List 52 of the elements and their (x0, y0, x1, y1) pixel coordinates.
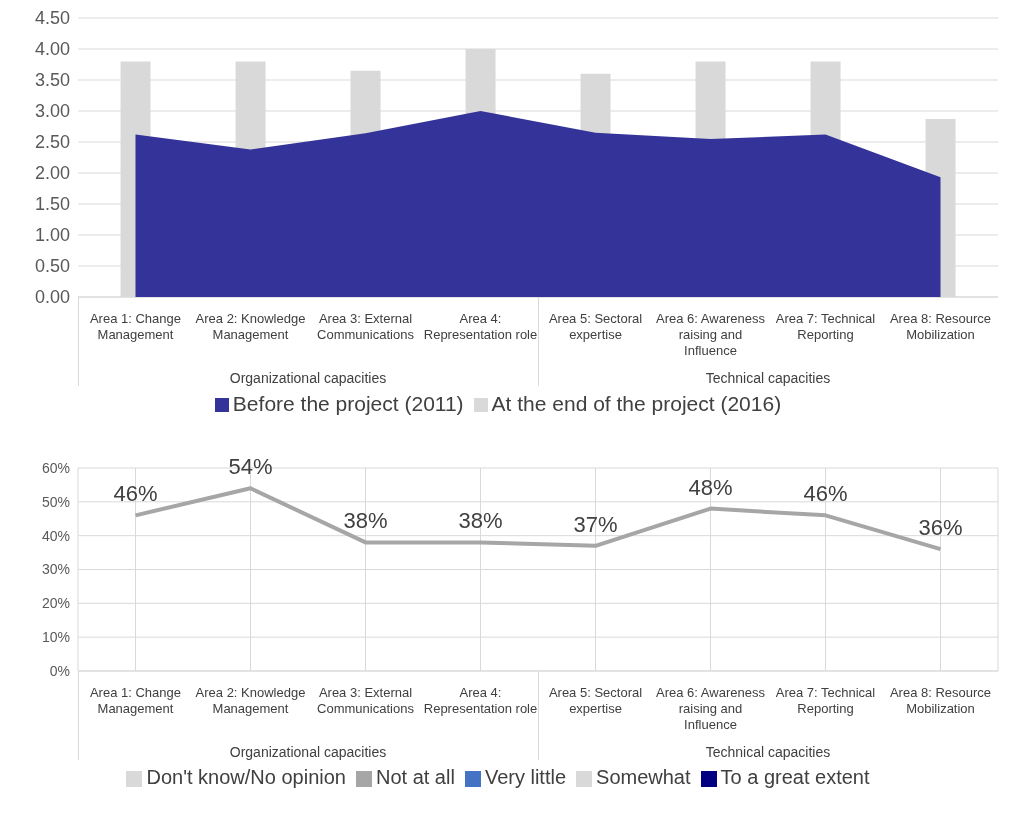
data-label: 54% (228, 454, 273, 480)
legend-label: To a great extent (720, 766, 870, 788)
y-tick-label: 0.00 (34, 287, 70, 308)
y-tick-label: 4.00 (34, 39, 70, 60)
legend-label: Very little (484, 766, 567, 788)
x-tick-label: Area 7: Technical Reporting (775, 684, 876, 716)
legend-label: Not at all (375, 766, 455, 788)
text: Technical capacities (704, 370, 832, 386)
y-tick-label: 3.00 (34, 101, 70, 122)
text: Organizational capacities (228, 370, 388, 386)
x-tick-label: Area 2: Knowledge Management (195, 310, 306, 342)
x-tick-label: Area 8: Resource Mobilization (889, 684, 992, 716)
y-tick-label: 40% (41, 527, 70, 544)
x-tick-label: Area 2: Knowledge Management (195, 684, 306, 716)
text: Organizational capacities (228, 744, 388, 760)
legend-label: Somewhat (596, 766, 691, 788)
data-label: 46% (803, 481, 848, 507)
y-tick-label: 20% (41, 595, 70, 612)
x-tick-label: Area 5: Sectoral expertise (548, 310, 643, 342)
x-tick-label: Area 1: Change Management (89, 684, 182, 716)
x-tick-label: Area 3: External Communications (317, 684, 415, 716)
y-tick-label: 50% (41, 493, 70, 510)
x-tick-label: Area 6: Awareness raising and Influence (656, 310, 766, 359)
data-label: 48% (688, 474, 733, 500)
data-label: 46% (113, 481, 158, 507)
x-tick-label: Area 4: Representation role (423, 310, 538, 342)
y-tick-label: 10% (41, 629, 70, 646)
y-tick-label: 0.50 (34, 256, 70, 277)
x-tick-label: Area 7: Technical Reporting (775, 310, 876, 342)
data-label: 38% (343, 508, 388, 534)
text: Technical capacities (704, 744, 832, 760)
x-tick-label: Area 1: Change Management (89, 310, 182, 342)
x-tick-label: Area 6: Awareness raising and Influence (656, 684, 766, 733)
legend-label: At the end of the project (2016) (491, 392, 782, 415)
y-tick-label: 1.00 (34, 225, 70, 246)
x-tick-label: Area 8: Resource Mobilization (889, 310, 992, 342)
y-tick-label: 1.50 (34, 194, 70, 215)
x-tick-label: Area 5: Sectoral expertise (548, 684, 643, 716)
y-tick-label: 2.00 (34, 163, 70, 184)
y-tick-label: 30% (41, 561, 70, 578)
y-tick-label: 3.50 (34, 70, 70, 91)
legend-label: Don't know/No opinion (146, 766, 346, 788)
y-tick-label: 4.50 (34, 8, 70, 29)
y-tick-label: 60% (41, 459, 70, 476)
x-tick-label: Area 3: External Communications (317, 310, 415, 342)
data-label: 38% (458, 508, 503, 534)
y-tick-label: 2.50 (34, 132, 70, 153)
legend-label: Before the project (2011) (232, 392, 464, 415)
x-tick-label: Area 4: Representation role (423, 684, 538, 716)
data-label: 36% (918, 515, 963, 541)
y-tick-label: 0% (49, 662, 70, 679)
data-label: 37% (573, 511, 618, 537)
